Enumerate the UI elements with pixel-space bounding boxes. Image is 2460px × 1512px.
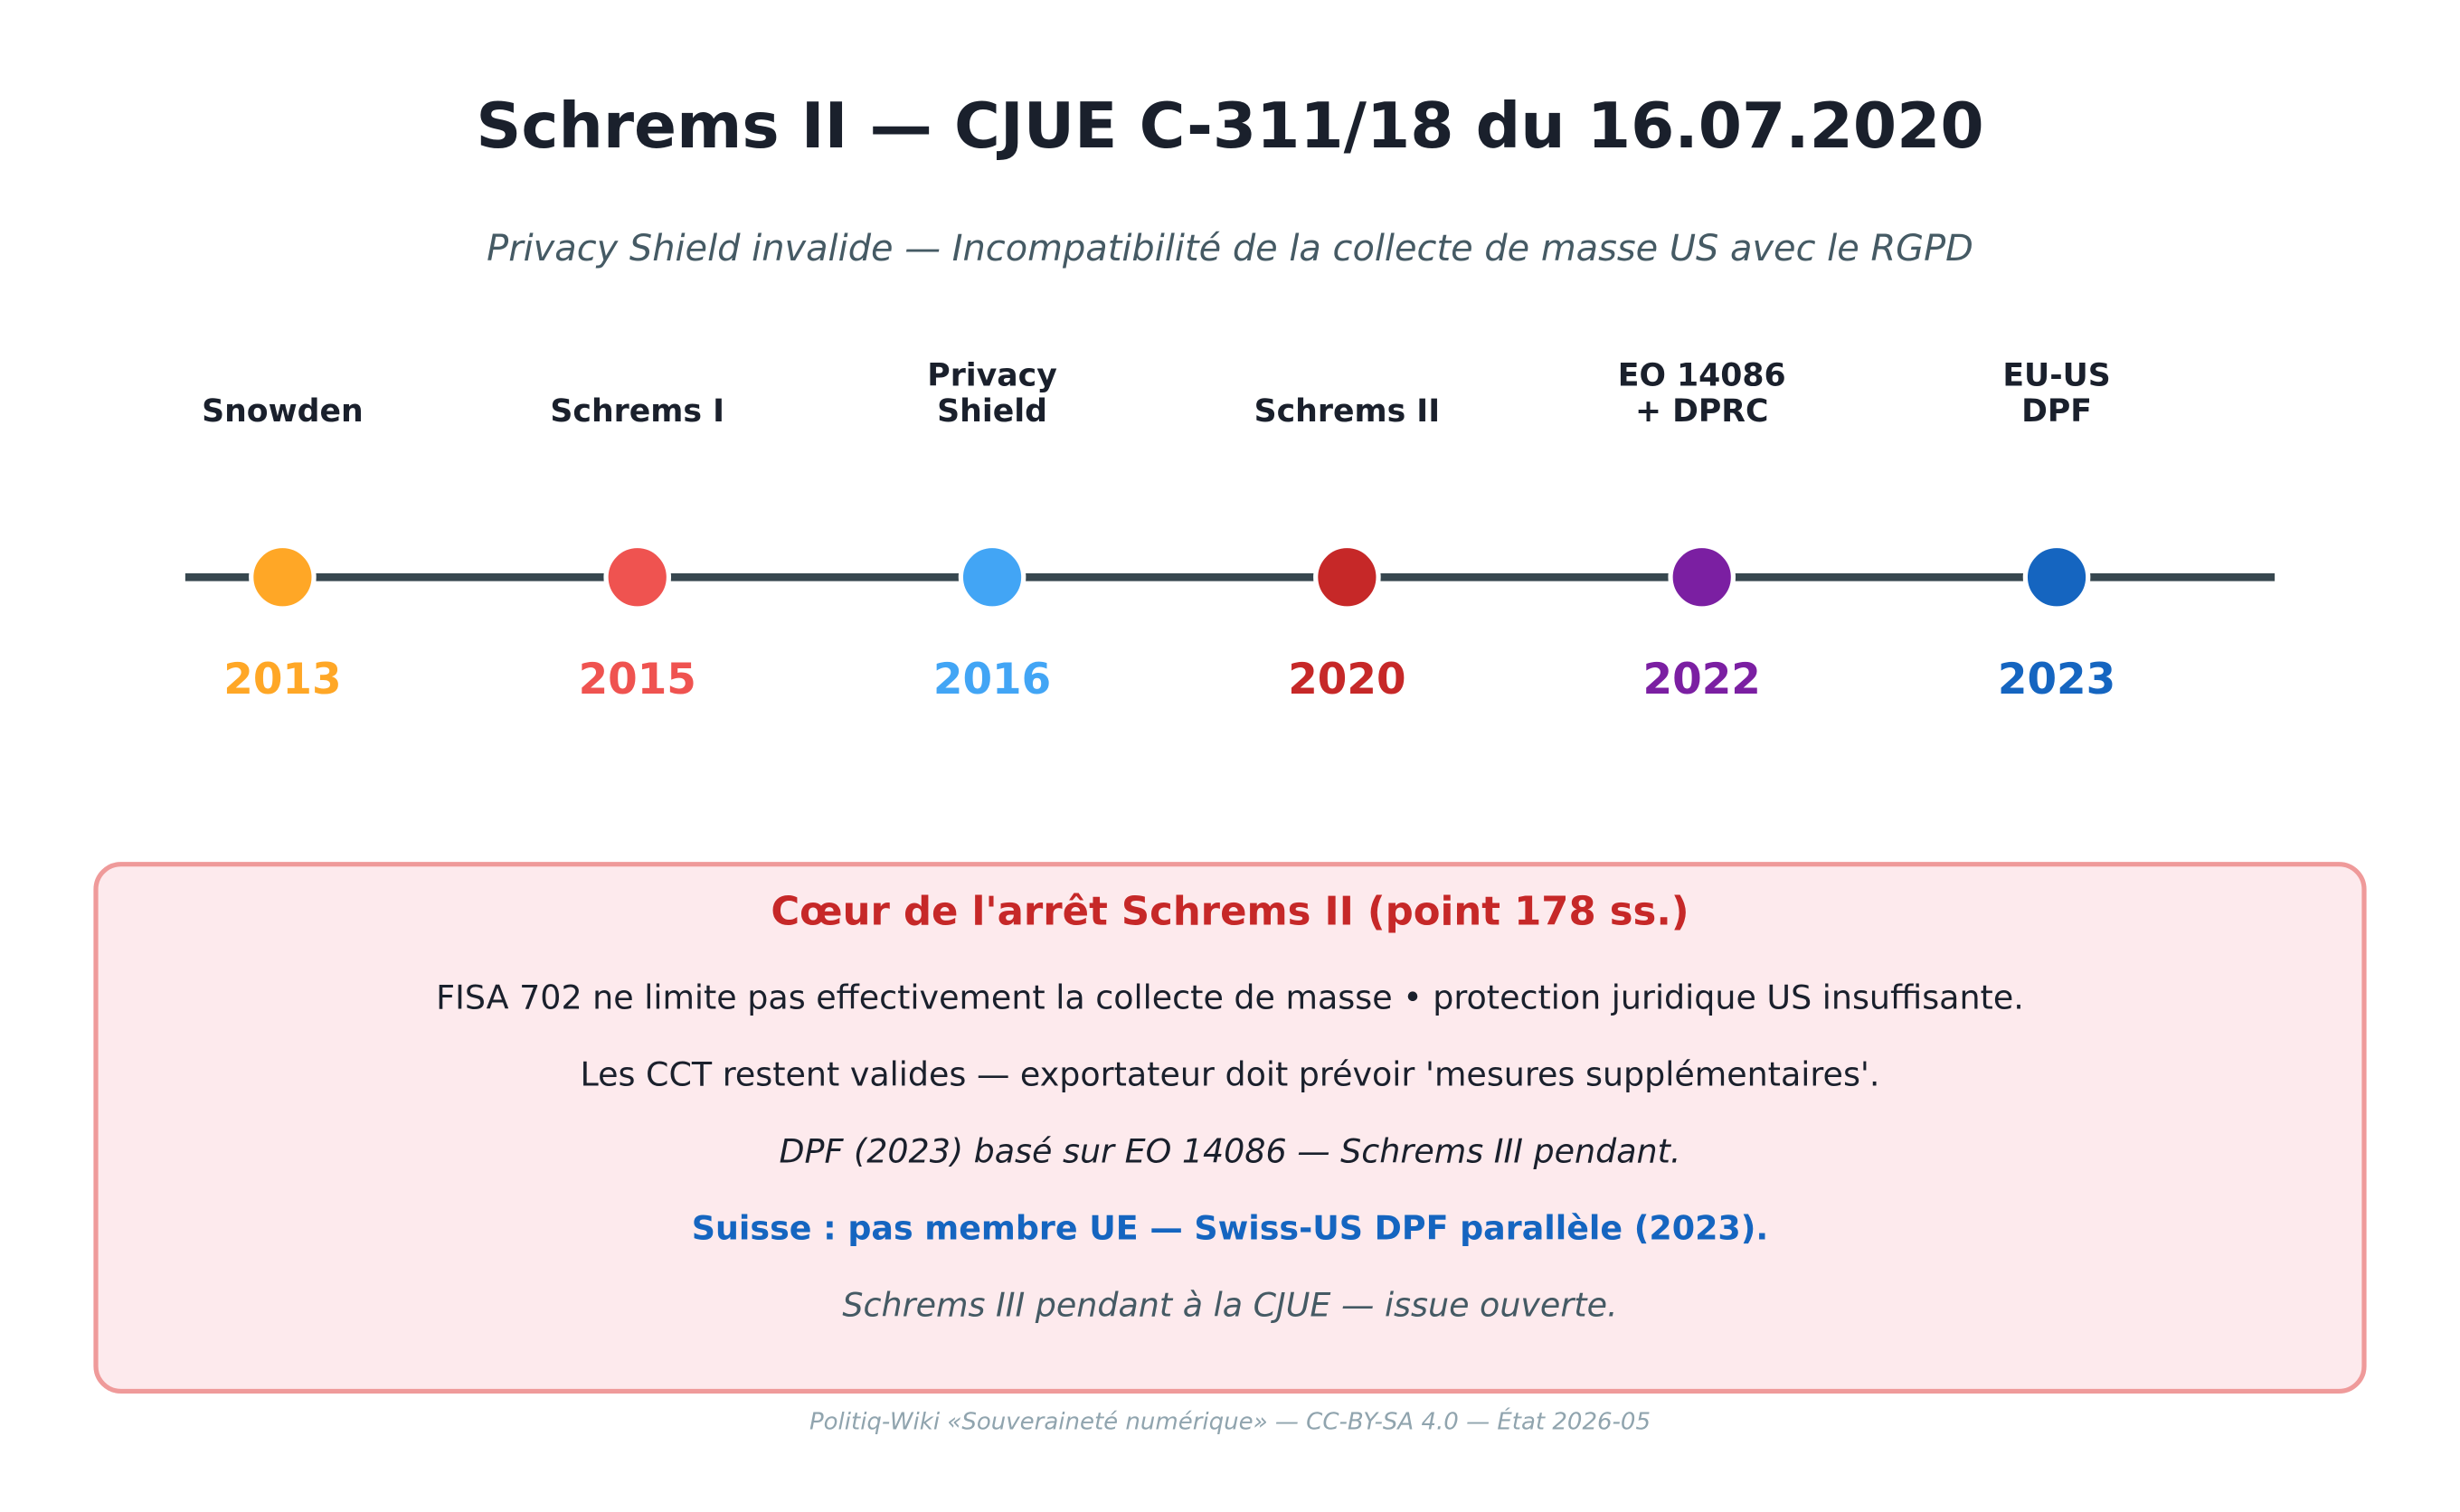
event-label: Schrems I [550, 393, 724, 430]
event-dot [249, 543, 317, 611]
event-label: Snowden [202, 393, 364, 430]
box-lines: FISA 702 ne limite pas effectivement la … [436, 978, 2024, 1324]
event-dot [603, 543, 672, 611]
event-year: 2022 [1643, 656, 1761, 704]
event-label: + DPRC [1635, 393, 1768, 430]
box-line: Schrems III pendant à la CJUE — issue ou… [842, 1285, 1617, 1324]
event-label: EO 14086 [1618, 357, 1786, 393]
event-label: Schrems II [1254, 393, 1440, 430]
event-label: EU-US [2002, 357, 2110, 393]
event-label: DPF [2021, 393, 2092, 430]
event-label: Privacy [927, 357, 1057, 393]
event-dot [1668, 543, 1736, 611]
box-title: Cœur de l'arrêt Schrems II (point 178 ss… [771, 890, 1689, 935]
event: Snowden 2013 [202, 393, 364, 704]
box-line: DPF (2023) basé sur EO 14086 — Schrems I… [780, 1131, 1681, 1170]
title: Schrems II — CJUE C-311/18 du 16.07.2020 [476, 90, 1983, 163]
subtitle: Privacy Shield invalide — Incompatibilit… [487, 228, 1973, 269]
footer: Politiq-Wiki «Souveraineté numérique» — … [809, 1407, 1651, 1436]
event: Schrems II 2020 [1254, 393, 1440, 704]
event-dot [958, 543, 1027, 611]
event-year: 2016 [933, 656, 1051, 704]
event-year: 2023 [1998, 656, 2115, 704]
box-line: Suisse : pas membre UE — Swiss-US DPF pa… [692, 1208, 1768, 1247]
event-dot [2022, 543, 2091, 611]
event-dot [1313, 543, 1381, 611]
event: Schrems I 2015 [550, 393, 724, 704]
event-label: Shield [937, 393, 1047, 430]
event-year: 2013 [223, 656, 341, 704]
event: EO 14086+ DPRC 2022 [1618, 357, 1786, 704]
info-box [93, 862, 2367, 1394]
event-year: 2020 [1288, 656, 1405, 704]
event-year: 2015 [579, 656, 696, 704]
box-line: Les CCT restent valides — exportateur do… [580, 1054, 1879, 1093]
box-line: FISA 702 ne limite pas effectivement la … [436, 978, 2024, 1016]
